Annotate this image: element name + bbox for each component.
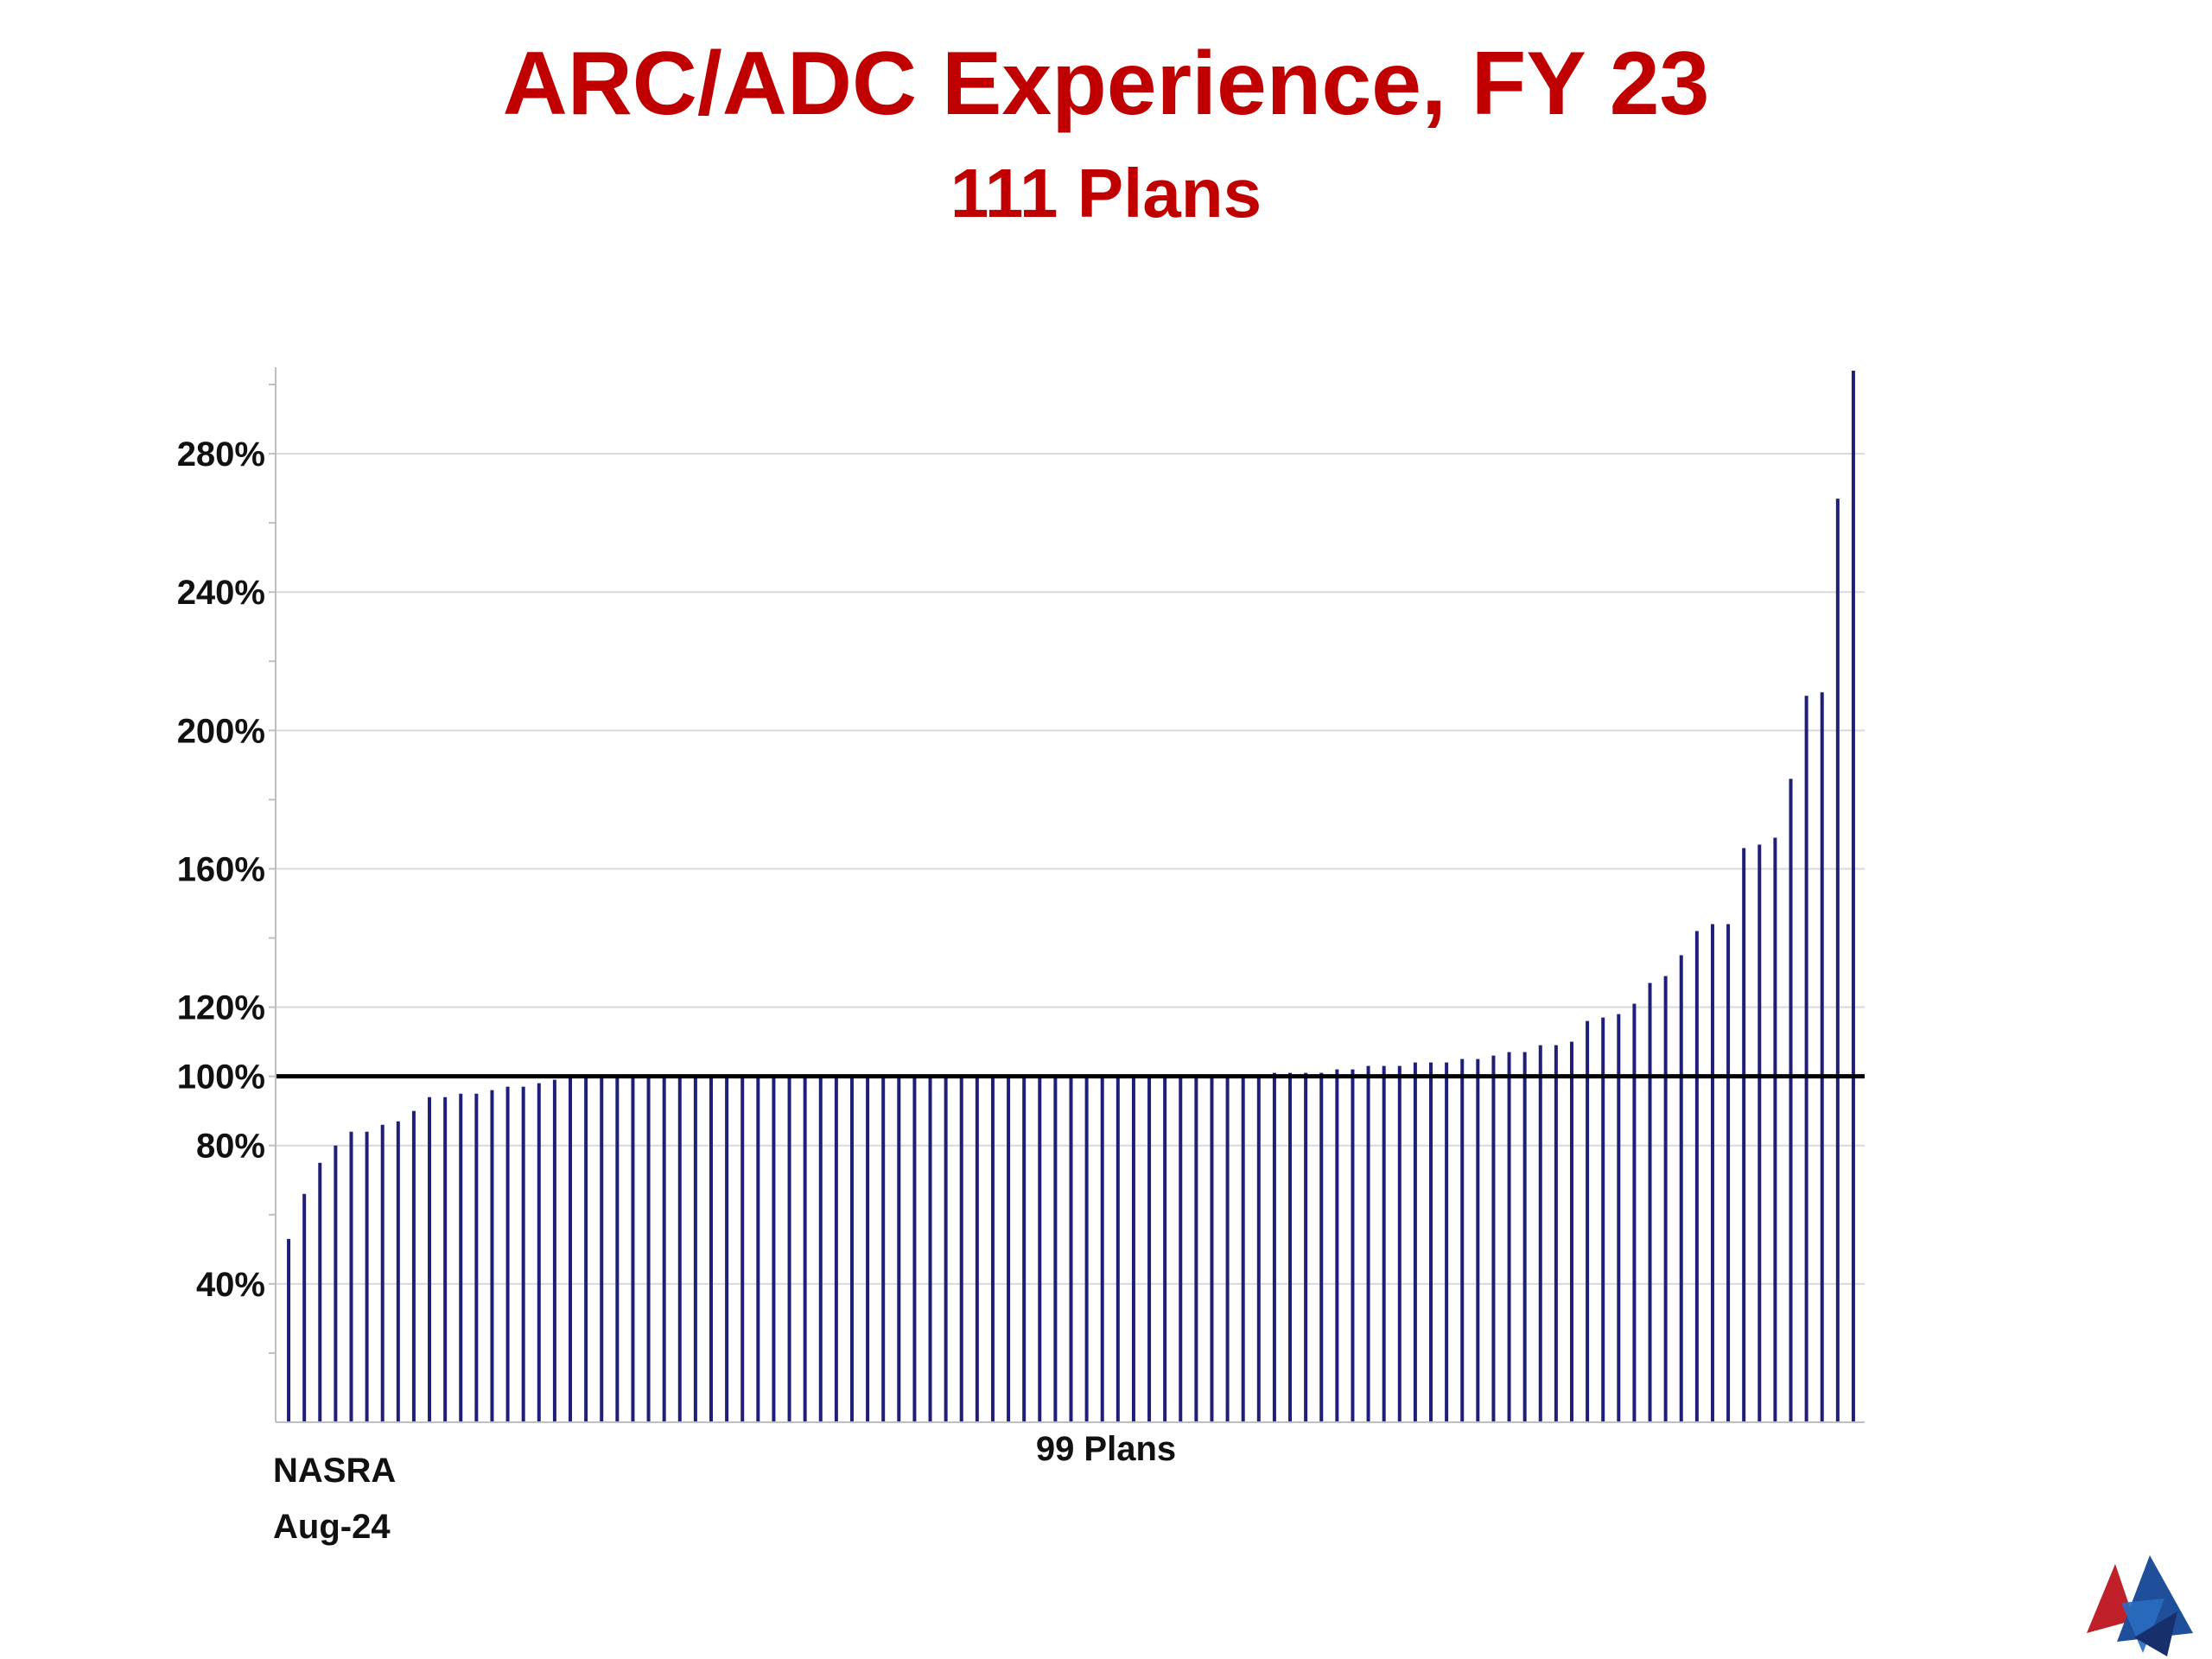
x-axis-label: 99 Plans [1035,1430,1177,1468]
source-label: NASRA [273,1452,397,1490]
bars [287,371,1855,1422]
chart-title: ARC/ADC Experience, FY 23 [502,34,1710,134]
organization-logo-icon [2087,1555,2193,1656]
y-tick-label: 120% [177,989,265,1027]
date-label: Aug-24 [273,1508,391,1546]
y-tick-label: 240% [177,574,265,612]
y-tick-label: 80% [196,1128,265,1166]
y-tick-label: 280% [177,435,265,474]
y-tick-label: 160% [177,850,265,888]
y-tick-label: 200% [177,712,265,750]
y-axis-ticks: 40% 80% 100% 120% 160% 200% 240% 280% [177,384,276,1354]
y-axis [275,367,1865,1423]
y-tick-label: 100% [177,1058,265,1096]
y-tick-label: 40% [196,1266,265,1304]
chart-subtitle: 111 Plans [950,155,1262,232]
